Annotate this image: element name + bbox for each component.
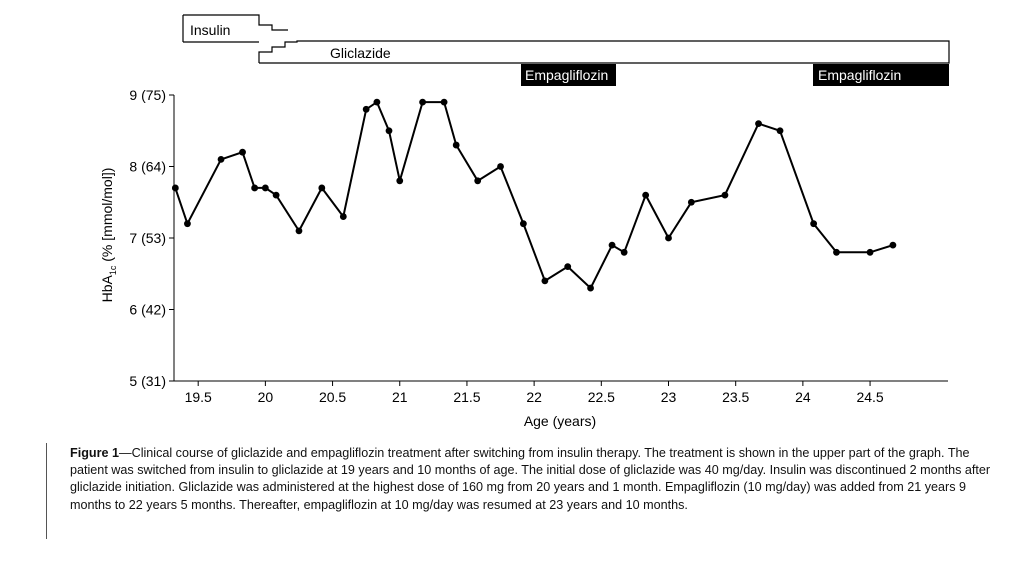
data-point: [866, 248, 874, 256]
x-tick-label: 22: [526, 389, 542, 405]
hba1c-series-line: [174, 100, 894, 290]
gliclazide-label: Gliclazide: [330, 45, 391, 61]
data-point: [497, 163, 504, 170]
x-tick-label: 21.5: [453, 389, 480, 405]
data-point: [440, 98, 448, 106]
data-point: [396, 177, 404, 185]
data-point: [171, 184, 179, 192]
data-point: [776, 127, 784, 135]
data-point: [665, 234, 672, 242]
x-tick-label: 22.5: [588, 389, 615, 405]
empagliflozin-label-1: Empagliflozin: [525, 67, 608, 83]
y-tick-label: 6 (42): [129, 302, 166, 318]
treatment-timeline: Insulin Gliclazide Empagliflozin Empagli…: [182, 14, 950, 86]
y-tick-label: 8 (64): [129, 159, 166, 175]
data-point: [217, 155, 225, 163]
hba1c-chart: Insulin Gliclazide Empagliflozin Empagli…: [99, 14, 950, 429]
data-point: [642, 191, 650, 199]
insulin-bar: [183, 14, 288, 31]
data-point: [419, 98, 426, 106]
data-point: [608, 241, 616, 249]
x-tick-label: 20: [258, 389, 274, 405]
x-tick-label: 23.5: [722, 389, 749, 405]
data-point: [721, 191, 729, 199]
y-tick-label: 5 (31): [129, 373, 166, 389]
data-point: [184, 220, 191, 228]
data-point: [474, 177, 482, 185]
data-point: [318, 184, 326, 192]
gliclazide-bar: [258, 40, 950, 64]
empagliflozin-bar-2: [813, 64, 949, 86]
data-point: [541, 277, 549, 285]
data-point: [272, 191, 280, 199]
x-tick-label: 24: [795, 389, 811, 405]
x-tick-label: 19.5: [185, 389, 212, 405]
data-point: [362, 105, 370, 113]
data-point: [755, 120, 762, 127]
x-tick-label: 20.5: [319, 389, 346, 405]
data-point: [519, 220, 527, 228]
caption-label: Figure 1: [70, 446, 119, 460]
y-tick-label: 9 (75): [129, 87, 166, 103]
insulin-label: Insulin: [190, 22, 230, 38]
data-point: [339, 213, 347, 220]
x-ticks: 19.5 20 20.5 21 21.5 22 22.5 23 23.5 24 24.5: [185, 381, 884, 405]
data-point: [239, 148, 246, 156]
y-ticks: 5 (31) 6 (42) 7 (53) 8 (64) 9 (75): [129, 87, 174, 389]
data-point: [620, 248, 628, 256]
x-axis-label: Age (years): [524, 413, 596, 429]
empagliflozin-bar-1: [521, 64, 616, 86]
data-point: [385, 127, 393, 135]
figure-caption: Figure 1—Clinical course of gliclazide a…: [70, 445, 1005, 514]
data-point: [687, 198, 695, 206]
data-point: [587, 284, 594, 292]
x-tick-label: 24.5: [856, 389, 883, 405]
data-point: [833, 248, 840, 256]
x-tick-label: 21: [392, 389, 408, 405]
y-axis-label: HbA1c (% [mmol/mol]): [99, 168, 118, 303]
data-point: [373, 98, 381, 106]
empagliflozin-label-2: Empagliflozin: [818, 67, 901, 83]
data-point: [889, 241, 897, 249]
data-point: [452, 141, 460, 149]
data-point: [810, 220, 818, 228]
caption-divider: [46, 443, 47, 539]
data-point: [295, 227, 303, 235]
y-tick-label: 7 (53): [129, 230, 166, 246]
x-tick-label: 23: [661, 389, 677, 405]
data-point: [251, 184, 259, 192]
data-point: [261, 184, 269, 192]
data-point: [564, 263, 572, 270]
hba1c-series-points: [171, 98, 897, 292]
caption-text: —Clinical course of gliclazide and empag…: [70, 446, 991, 512]
